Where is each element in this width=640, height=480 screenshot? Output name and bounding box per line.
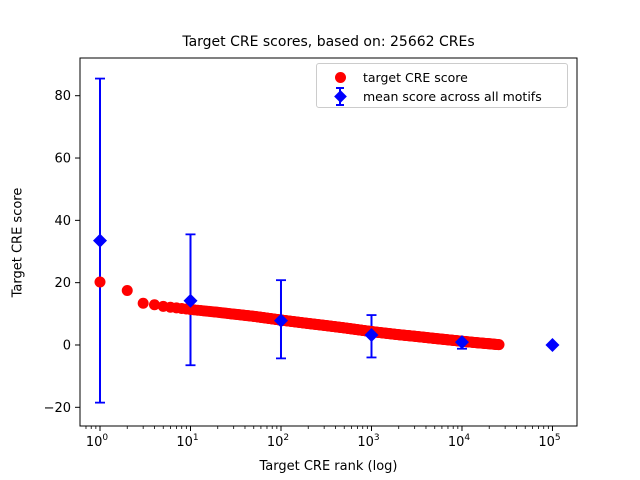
y-axis-label: Target CRE score bbox=[10, 187, 26, 298]
svg-text:101: 101 bbox=[176, 433, 198, 450]
svg-text:40: 40 bbox=[54, 214, 71, 229]
legend-label-target: target CRE score bbox=[363, 70, 468, 85]
svg-text:105: 105 bbox=[538, 433, 560, 450]
svg-text:60: 60 bbox=[54, 152, 71, 167]
svg-text:0: 0 bbox=[63, 338, 71, 353]
legend-label-mean: mean score across all motifs bbox=[363, 89, 542, 104]
legend-item-mean: mean score across all motifs bbox=[317, 87, 567, 106]
svg-text:−20: −20 bbox=[44, 401, 71, 416]
blue-diamond-errorbar-icon bbox=[317, 87, 363, 106]
svg-text:100: 100 bbox=[86, 433, 109, 450]
legend-item-target: target CRE score bbox=[317, 68, 567, 87]
svg-text:104: 104 bbox=[448, 433, 471, 450]
svg-text:20: 20 bbox=[54, 276, 71, 291]
svg-text:102: 102 bbox=[267, 433, 289, 450]
svg-text:80: 80 bbox=[54, 89, 71, 104]
red-circle-icon bbox=[317, 68, 363, 87]
x-axis-label: Target CRE rank (log) bbox=[259, 459, 398, 474]
legend: target CRE score mean score across all m… bbox=[316, 63, 568, 108]
svg-text:103: 103 bbox=[357, 433, 379, 450]
chart-title: Target CRE scores, based on: 25662 CREs bbox=[182, 34, 475, 50]
